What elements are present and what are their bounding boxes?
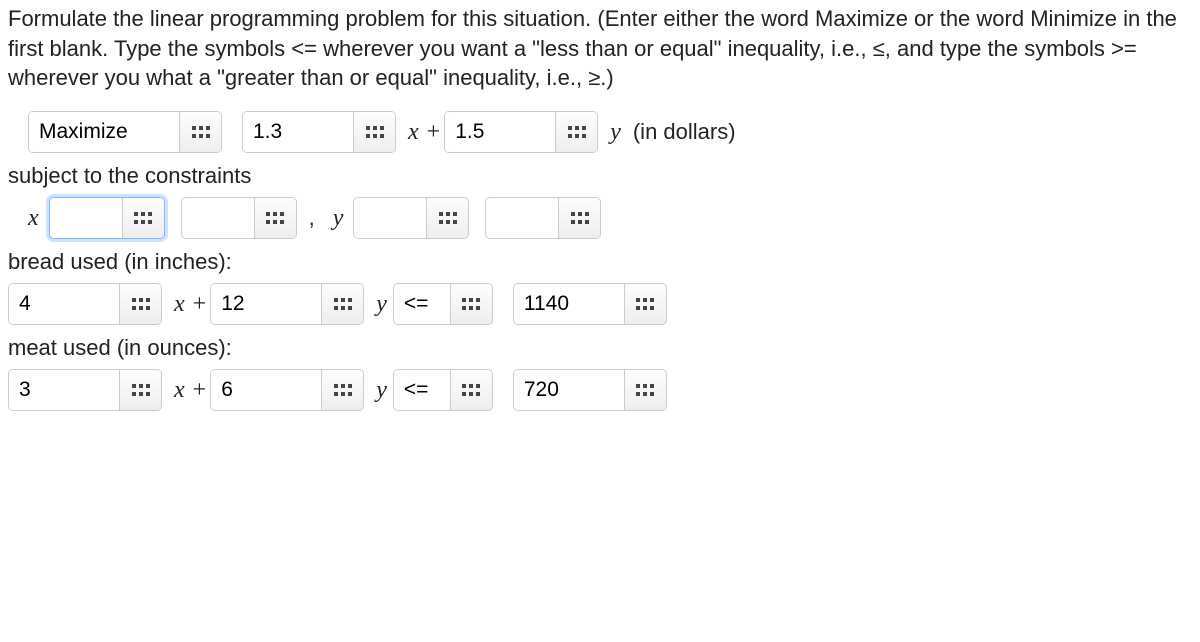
meat-op-input[interactable] [394,370,450,410]
bread-rhs-input[interactable] [514,284,624,324]
grid-icon[interactable] [426,198,468,238]
var-y: y [333,205,344,232]
y-bound-field[interactable] [485,197,601,239]
grid-icon[interactable] [122,198,164,238]
bread-rhs-field[interactable] [513,283,667,325]
grid-icon[interactable] [353,112,395,152]
coef-y-input[interactable] [445,112,555,152]
meat-rhs-field[interactable] [513,369,667,411]
var-x: x [174,377,185,404]
grid-icon[interactable] [558,198,600,238]
objective-row: x + y (in dollars) [8,111,1192,153]
coef-x-field[interactable] [242,111,396,153]
optimize-input[interactable] [29,112,179,152]
x-bound-field[interactable] [181,197,297,239]
bread-coefy-field[interactable] [210,283,364,325]
meat-coefy-field[interactable] [210,369,364,411]
grid-icon[interactable] [624,284,666,324]
plus-sign: + [427,119,441,146]
grid-icon[interactable] [321,284,363,324]
coef-y-field[interactable] [444,111,598,153]
var-y: y [376,377,387,404]
plus-sign: + [193,377,207,404]
meat-coefy-input[interactable] [211,370,321,410]
bread-coefy-input[interactable] [211,284,321,324]
bread-label: bread used (in inches): [8,249,1192,275]
grid-icon[interactable] [321,370,363,410]
x-op-input[interactable] [50,198,122,238]
units-label: (in dollars) [633,119,736,145]
grid-icon[interactable] [179,112,221,152]
nonneg-row: x , y [8,197,1192,239]
bread-coefx-input[interactable] [9,284,119,324]
grid-icon[interactable] [555,112,597,152]
meat-coefx-field[interactable] [8,369,162,411]
grid-icon[interactable] [119,284,161,324]
var-x: x [28,205,39,232]
grid-icon[interactable] [450,284,492,324]
grid-icon[interactable] [254,198,296,238]
grid-icon[interactable] [119,370,161,410]
var-x: x [408,119,419,146]
bread-op-field[interactable] [393,283,493,325]
var-x: x [174,291,185,318]
y-bound-input[interactable] [486,198,558,238]
var-y: y [376,291,387,318]
bread-coefx-field[interactable] [8,283,162,325]
subject-to-label: subject to the constraints [8,163,1192,189]
coef-x-input[interactable] [243,112,353,152]
meat-rhs-input[interactable] [514,370,624,410]
meat-op-field[interactable] [393,369,493,411]
grid-icon[interactable] [450,370,492,410]
bread-row: x + y [8,283,1192,325]
x-op-field[interactable] [49,197,165,239]
optimize-field[interactable] [28,111,222,153]
grid-icon[interactable] [624,370,666,410]
var-y: y [610,119,621,146]
meat-coefx-input[interactable] [9,370,119,410]
bread-op-input[interactable] [394,284,450,324]
x-bound-input[interactable] [182,198,254,238]
y-op-field[interactable] [353,197,469,239]
meat-row: x + y [8,369,1192,411]
comma: , [309,205,315,231]
meat-label: meat used (in ounces): [8,335,1192,361]
instructions-text: Formulate the linear programming problem… [8,4,1192,93]
y-op-input[interactable] [354,198,426,238]
plus-sign: + [193,291,207,318]
